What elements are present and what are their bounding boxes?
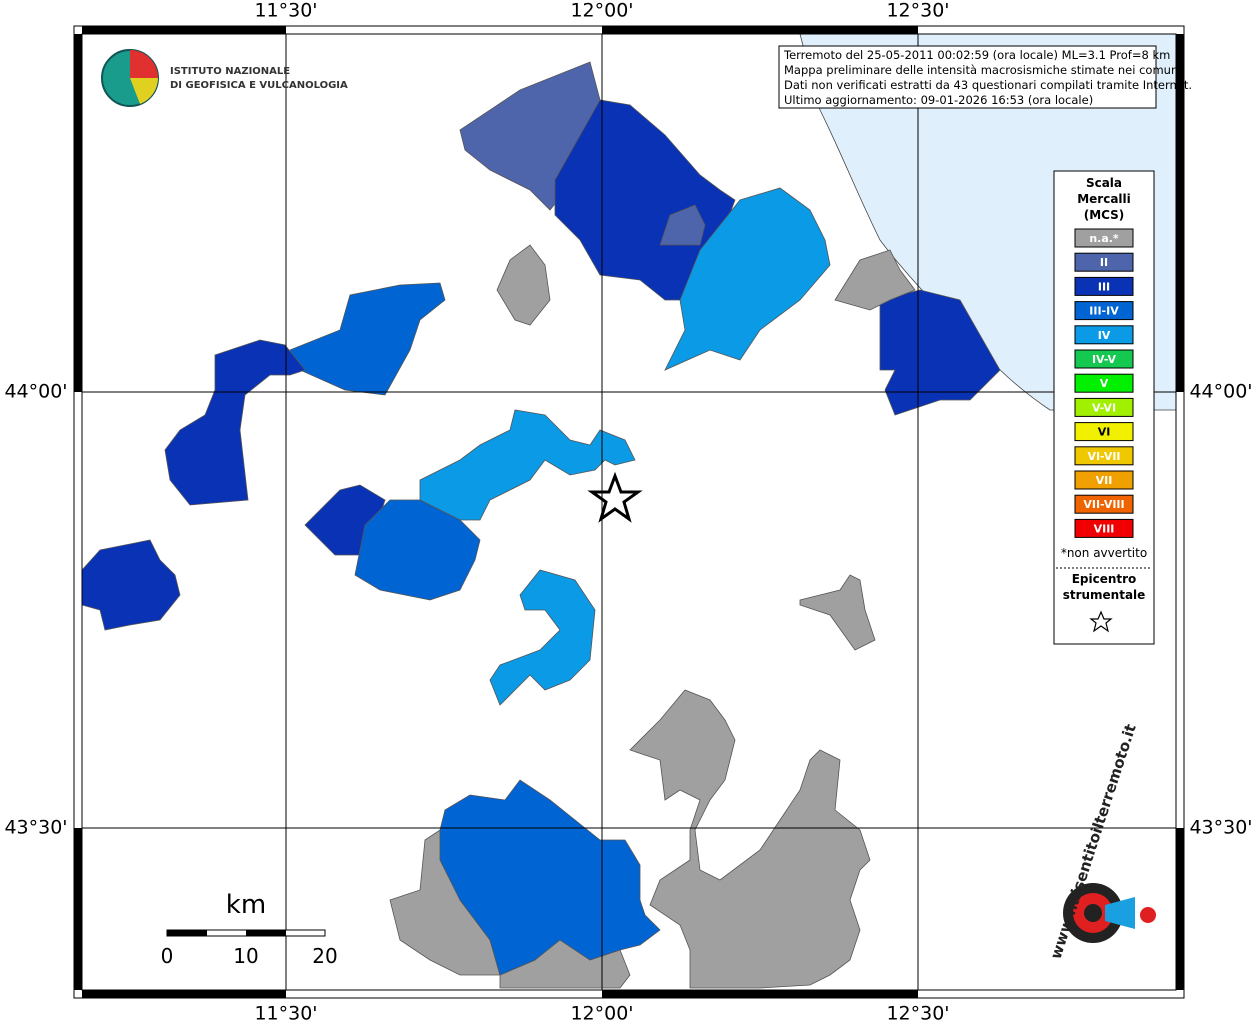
scale-bar: km 0 10 20 xyxy=(161,890,338,968)
region xyxy=(289,282,446,396)
legend-star xyxy=(1089,610,1113,633)
legend-label: VIII xyxy=(1094,522,1115,535)
info-line: Terremoto del 25-05-2011 00:02:59 (ora l… xyxy=(783,48,1170,62)
legend-label: VII-VIII xyxy=(1083,498,1124,511)
scale-label: 20 xyxy=(312,944,337,968)
legend-swatch xyxy=(1074,446,1134,466)
lon-label: 11°30' xyxy=(254,1003,317,1024)
epicenter-star xyxy=(587,471,643,523)
legend-swatch xyxy=(1074,276,1134,296)
region xyxy=(81,539,181,631)
legend-label: IV xyxy=(1098,329,1111,342)
region xyxy=(439,779,661,976)
legend-label: VII xyxy=(1096,474,1113,487)
region xyxy=(419,409,636,521)
lon-label: 12°00' xyxy=(570,1003,633,1024)
legend-label: III-IV xyxy=(1089,305,1119,318)
scale-label: 10 xyxy=(233,944,258,968)
regions xyxy=(81,61,1001,989)
region xyxy=(664,187,831,371)
legend-label: VI xyxy=(1098,426,1111,439)
legend-swatch xyxy=(1074,397,1134,417)
legend-swatch xyxy=(1074,422,1134,442)
legend: Scala Mercalli (MCS) *non avvertito Epic… xyxy=(1053,170,1155,645)
legend-note: *non avvertito xyxy=(1061,546,1147,560)
legend-label: III xyxy=(1098,280,1110,293)
legend-label: V-VI xyxy=(1092,401,1116,414)
region xyxy=(489,569,596,706)
info-line: Mappa preliminare delle intensità macros… xyxy=(784,63,1181,77)
lon-label: 12°00' xyxy=(570,0,633,22)
region xyxy=(496,244,551,326)
legend-title: (MCS) xyxy=(1084,208,1125,222)
legend-swatch xyxy=(1074,470,1134,490)
lat-label: 43°30' xyxy=(1189,817,1252,839)
lat-label: 43°30' xyxy=(4,817,67,839)
legend-label: IV-V xyxy=(1092,353,1117,366)
lon-label: 11°30' xyxy=(254,0,317,22)
legend-swatch xyxy=(1074,349,1134,369)
legend-swatch xyxy=(1074,252,1134,272)
legend-swatch xyxy=(1074,325,1134,345)
legend-swatch xyxy=(1074,494,1134,514)
ingv-logo: ISTITUTO NAZIONALE DI GEOFISICA E VULCAN… xyxy=(101,49,348,107)
legend-label: n.a.* xyxy=(1089,232,1119,245)
logo-text: ISTITUTO NAZIONALE xyxy=(170,66,290,77)
info-box: Terremoto del 25-05-2011 00:02:59 (ora l… xyxy=(778,45,1192,109)
legend-label: V xyxy=(1100,377,1109,390)
logo-text: DI GEOFISICA E VULCANOLOGIA xyxy=(170,80,348,91)
region xyxy=(354,499,481,601)
region xyxy=(834,249,916,311)
scale-unit: km xyxy=(226,890,266,920)
region xyxy=(659,204,706,246)
legend-swatch xyxy=(1074,373,1134,393)
legend-swatch xyxy=(1074,228,1134,248)
legend-epicenter: strumentale xyxy=(1063,588,1146,602)
legend-epicenter: Epicentro xyxy=(1072,572,1137,586)
legend-label: II xyxy=(1100,256,1108,269)
legend-label: VI-VII xyxy=(1087,450,1120,463)
legend-title: Scala xyxy=(1086,176,1122,190)
lon-label: 12°30' xyxy=(886,1003,949,1024)
region xyxy=(164,339,306,506)
lon-label: 12°30' xyxy=(886,0,949,22)
region xyxy=(879,289,1001,416)
legend-title: Mercalli xyxy=(1077,192,1131,206)
frame xyxy=(73,25,1185,999)
region xyxy=(799,574,876,651)
lat-label: 44°00' xyxy=(4,381,67,403)
region xyxy=(629,689,871,989)
info-line: Ultimo aggiornamento: 09-01-2026 16:53 (… xyxy=(784,93,1093,107)
info-line: Dati non verificati estratti da 43 quest… xyxy=(784,78,1192,92)
legend-swatch xyxy=(1074,301,1134,321)
legend-swatch xyxy=(1074,518,1134,538)
lat-label: 44°00' xyxy=(1189,381,1252,403)
scale-label: 0 xyxy=(161,944,174,968)
